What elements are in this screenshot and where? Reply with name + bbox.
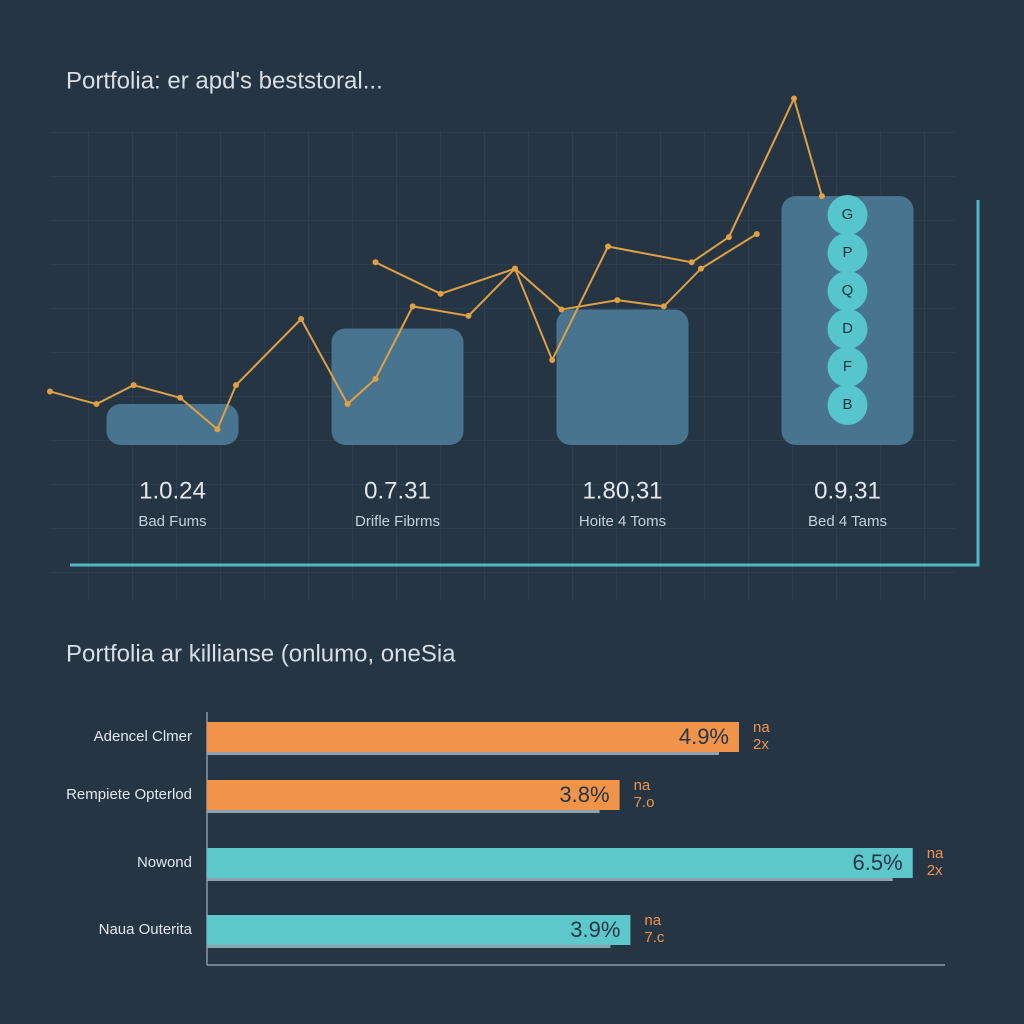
- bar: [331, 328, 464, 445]
- category-label: Bad Fums: [138, 513, 206, 530]
- line-point: [177, 394, 184, 401]
- line-point: [614, 297, 621, 304]
- bubble-label: D: [842, 320, 853, 337]
- axis-frame: [70, 200, 980, 567]
- bubble: [827, 271, 868, 311]
- bar: [556, 309, 689, 445]
- bubble: [827, 233, 868, 273]
- bar-label: 0.7.31: [364, 477, 431, 504]
- line-point: [753, 230, 760, 237]
- bubble: [827, 309, 868, 349]
- bubble: [827, 385, 868, 425]
- category-label: Drifle Fibrms: [355, 513, 440, 530]
- category-label: Nowond: [137, 854, 192, 871]
- bar-shadow: [207, 750, 719, 755]
- bar: [207, 780, 620, 810]
- bubble: [827, 347, 868, 387]
- line-point: [437, 290, 444, 297]
- bar-label: 1.80,31: [582, 477, 662, 504]
- bubble-label: G: [842, 206, 854, 223]
- annotation: 2x: [927, 862, 943, 879]
- category-label: Rempiete Opterlod: [66, 786, 192, 803]
- category-label: Naua Outerita: [99, 921, 193, 938]
- annotation: na: [644, 912, 661, 929]
- annotation: na: [927, 845, 944, 862]
- bar-label: 1.0.24: [139, 477, 206, 504]
- line-point: [558, 306, 565, 313]
- bubble-label: Q: [842, 282, 854, 299]
- annotation: 7.c: [644, 929, 665, 946]
- line-point: [725, 234, 732, 241]
- line-point: [214, 426, 221, 433]
- line-point: [233, 382, 239, 389]
- line-point: [298, 316, 305, 322]
- line-point: [130, 382, 137, 389]
- line: [375, 233, 758, 311]
- line-point: [465, 312, 472, 319]
- value-label: 4.9%: [679, 724, 729, 749]
- value-label: 3.8%: [559, 782, 609, 807]
- bar: [207, 722, 739, 752]
- bubble-label: F: [843, 358, 852, 375]
- bar: [106, 404, 239, 445]
- line-point: [791, 95, 797, 102]
- bubble-label: B: [842, 396, 852, 413]
- line-point: [409, 303, 416, 310]
- bubble-label: P: [842, 244, 852, 261]
- annotation: 7.o: [634, 794, 655, 811]
- bar-shadow: [207, 808, 600, 813]
- line-point: [512, 265, 518, 272]
- line-point: [549, 356, 556, 363]
- line-point: [47, 388, 53, 395]
- line-point: [660, 303, 667, 310]
- bar-shadow: [207, 876, 893, 881]
- bar-shadow: [207, 943, 611, 948]
- line-point: [688, 259, 695, 266]
- line-point: [93, 401, 100, 408]
- bar: [207, 915, 631, 945]
- line-point: [344, 401, 351, 408]
- chart-title: Portfolia ar killianse (onlumo, oneSia: [66, 640, 456, 667]
- line-point: [605, 243, 611, 250]
- annotation: na: [634, 777, 651, 794]
- value-label: 3.9%: [570, 917, 620, 942]
- chart-title: Portfolia: er apd's beststoral...: [66, 67, 383, 94]
- line-point: [372, 375, 379, 382]
- line-point: [372, 259, 379, 266]
- category-label: Adencel Clmer: [94, 728, 192, 745]
- value-label: 6.5%: [853, 850, 903, 875]
- line-point: [818, 193, 825, 200]
- bubble: [827, 195, 868, 235]
- category-label: Hoite 4 Toms: [579, 513, 666, 530]
- line-point: [698, 265, 704, 272]
- category-label: Bed 4 Tams: [808, 513, 887, 530]
- annotation: na: [753, 719, 770, 736]
- bar: [207, 848, 913, 878]
- annotation: 2x: [753, 736, 769, 753]
- line: [49, 95, 823, 431]
- bar-label: 0.9,31: [814, 477, 881, 504]
